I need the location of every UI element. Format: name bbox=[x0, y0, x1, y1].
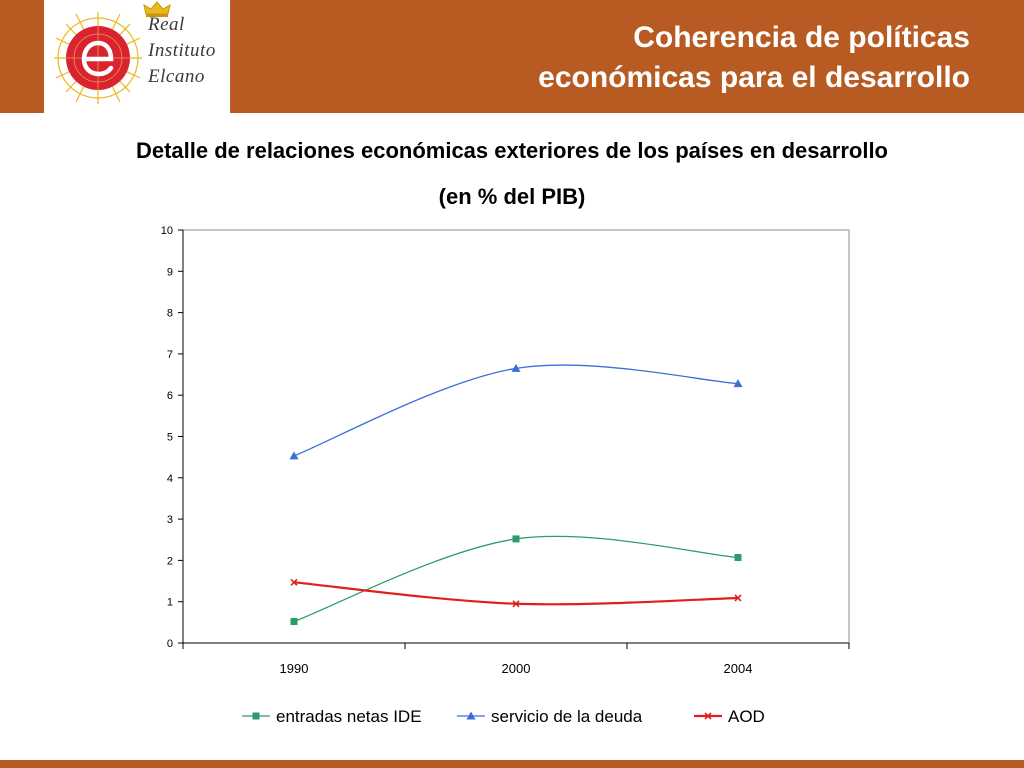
data-point-1 bbox=[512, 535, 520, 543]
data-point-3 bbox=[512, 600, 520, 608]
legend-label: entradas netas IDE bbox=[276, 707, 422, 726]
data-point-1 bbox=[290, 618, 298, 626]
y-tick-label: 10 bbox=[161, 225, 173, 237]
org-name: Real Instituto Elcano bbox=[148, 12, 216, 90]
data-point-3-stroke bbox=[512, 600, 520, 608]
y-tick-label: 1 bbox=[167, 597, 173, 609]
elcano-e-emblem-icon bbox=[54, 12, 142, 104]
x-tick-label: 2004 bbox=[724, 661, 753, 676]
org-name-line: Instituto bbox=[148, 40, 216, 61]
y-tick-label: 4 bbox=[167, 473, 173, 485]
logo: Real Instituto Elcano bbox=[44, 0, 230, 113]
x-tick-label: 2000 bbox=[502, 661, 531, 676]
slide-title-line: Coherencia de políticas bbox=[633, 21, 970, 54]
crown-icon bbox=[143, 1, 171, 17]
legend-label: servicio de la deuda bbox=[491, 707, 643, 726]
chart-title-line: Detalle de relaciones económicas exterio… bbox=[135, 138, 888, 163]
legend-label: AOD bbox=[728, 707, 765, 726]
y-tick-label: 5 bbox=[167, 432, 173, 444]
footer-bar bbox=[0, 760, 1024, 768]
org-name-line: Elcano bbox=[148, 66, 205, 87]
data-point-2 bbox=[511, 363, 521, 372]
data-point-1 bbox=[734, 554, 742, 562]
y-tick-label: 3 bbox=[167, 514, 173, 526]
data-point-3 bbox=[290, 578, 298, 586]
y-tick-label: 9 bbox=[167, 266, 173, 278]
y-tick-label: 6 bbox=[167, 390, 173, 402]
slide-title-line: económicas para el desarrollo bbox=[538, 61, 970, 94]
legend-marker bbox=[252, 712, 260, 720]
legend-marker bbox=[704, 712, 712, 720]
x-tick-label: 1990 bbox=[280, 661, 309, 676]
chart-subtitle: (en % del PIB) bbox=[438, 184, 586, 209]
data-point-3-stroke bbox=[734, 594, 742, 602]
y-tick-label: 7 bbox=[167, 349, 173, 361]
plot-area bbox=[182, 229, 850, 644]
data-point-2 bbox=[289, 451, 299, 460]
data-point-3 bbox=[734, 594, 742, 602]
data-point-2 bbox=[733, 379, 743, 388]
org-name-line: Real bbox=[148, 14, 185, 35]
legend-marker bbox=[466, 711, 476, 720]
chart-title: Detalle de relaciones económicas exterio… bbox=[0, 128, 1024, 220]
y-tick-label: 0 bbox=[167, 638, 173, 650]
legend-marker-stroke bbox=[704, 712, 712, 720]
y-tick-label: 2 bbox=[167, 555, 173, 567]
y-tick-label: 8 bbox=[167, 308, 173, 320]
slide-title: Coherencia de políticas económicas para … bbox=[370, 18, 970, 98]
data-point-3-stroke bbox=[290, 578, 298, 586]
